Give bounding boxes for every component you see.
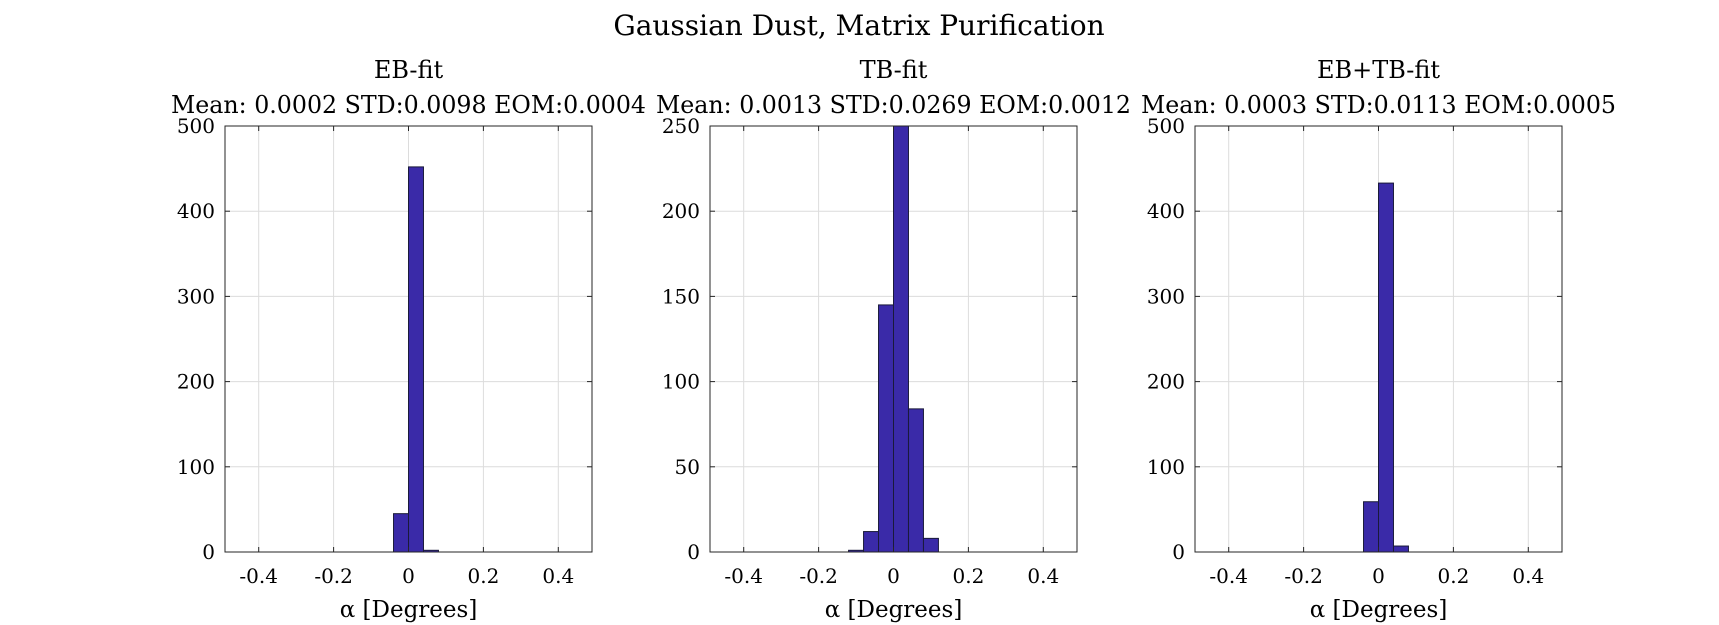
- panel-subtitle: Mean: 0.0003 STD:0.0113 EOM:0.0005: [1141, 91, 1616, 119]
- histogram-panel: EB+TB-fit Mean: 0.0003 STD:0.0113 EOM:0.0…: [1141, 56, 1616, 623]
- x-tick-label: 0: [887, 564, 900, 588]
- x-tick-label: -0.2: [799, 564, 838, 588]
- y-tick-label: 400: [1147, 199, 1185, 223]
- histogram-panel: EB-fit Mean: 0.0002 STD:0.0098 EOM:0.0004…: [171, 56, 646, 623]
- y-tick-label: 0: [202, 540, 215, 564]
- y-tick-label: 500: [177, 114, 215, 138]
- x-tick-label: 0.4: [1512, 564, 1544, 588]
- x-tick-label: 0.4: [542, 564, 574, 588]
- panel-title: TB-fit: [860, 56, 928, 84]
- x-tick-label: -0.4: [724, 564, 763, 588]
- y-tick-label: 200: [177, 370, 215, 394]
- panel-subtitle: Mean: 0.0002 STD:0.0098 EOM:0.0004: [171, 91, 646, 119]
- histogram-bar: [393, 513, 410, 553]
- x-tick-label: 0.2: [952, 564, 984, 588]
- y-tick-label: 250: [662, 114, 700, 138]
- histogram-bar: [907, 408, 924, 553]
- y-tick-label: 100: [177, 455, 215, 479]
- y-tick-label: 100: [662, 370, 700, 394]
- histogram-bar: [863, 531, 880, 553]
- x-tick-label: -0.4: [239, 564, 278, 588]
- x-axis-label: α [Degrees]: [825, 597, 963, 623]
- x-tick-label: 0.2: [1437, 564, 1469, 588]
- x-axis-label: α [Degrees]: [340, 597, 478, 623]
- figure-title: Gaussian Dust, Matrix Purification: [613, 9, 1104, 42]
- histogram-panel: TB-fit Mean: 0.0013 STD:0.0269 EOM:0.0012…: [656, 56, 1131, 623]
- y-tick-label: 0: [687, 540, 700, 564]
- y-tick-label: 400: [177, 199, 215, 223]
- panel-subtitle: Mean: 0.0013 STD:0.0269 EOM:0.0012: [656, 91, 1131, 119]
- x-tick-label: -0.2: [314, 564, 353, 588]
- panel-title: EB+TB-fit: [1317, 56, 1440, 84]
- panel-title: EB-fit: [374, 56, 444, 84]
- x-axis-label: α [Degrees]: [1310, 597, 1448, 623]
- histogram-bar: [1392, 545, 1409, 553]
- y-tick-label: 50: [675, 455, 700, 479]
- y-tick-label: 300: [1147, 284, 1185, 308]
- histogram-bar: [1378, 182, 1394, 553]
- y-tick-label: 300: [177, 284, 215, 308]
- y-tick-label: 100: [1147, 455, 1185, 479]
- x-tick-label: 0: [402, 564, 415, 588]
- y-tick-label: 200: [1147, 370, 1185, 394]
- x-tick-label: -0.2: [1284, 564, 1323, 588]
- histogram-bar: [878, 304, 894, 553]
- histogram-bar: [408, 166, 424, 553]
- histogram-bar: [893, 125, 909, 553]
- histogram-panels: EB-fit Mean: 0.0002 STD:0.0098 EOM:0.0004…: [171, 56, 1616, 623]
- y-tick-label: 0: [1172, 540, 1185, 564]
- x-tick-label: 0.4: [1027, 564, 1059, 588]
- histogram-bar: [922, 537, 939, 553]
- y-tick-label: 150: [662, 284, 700, 308]
- y-tick-label: 500: [1147, 114, 1185, 138]
- x-tick-label: 0: [1372, 564, 1385, 588]
- y-tick-label: 200: [662, 199, 700, 223]
- x-tick-label: -0.4: [1209, 564, 1248, 588]
- histogram-bar: [1363, 501, 1379, 553]
- x-tick-label: 0.2: [467, 564, 499, 588]
